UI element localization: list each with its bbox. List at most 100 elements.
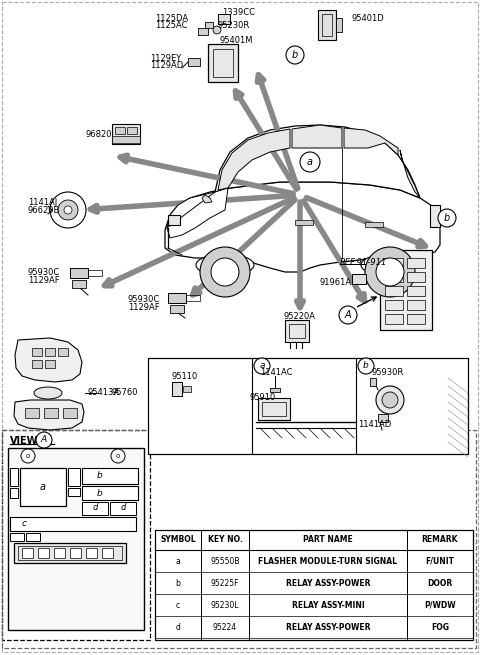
Bar [208,44,238,82]
Text: 95760: 95760 [112,388,139,397]
Bar [54,548,65,558]
Bar [102,548,113,558]
Polygon shape [15,338,82,382]
Bar [70,268,88,278]
Text: 1129AF: 1129AF [28,276,60,285]
Text: REMARK: REMARK [422,536,458,544]
Circle shape [211,258,239,286]
Bar [385,258,403,268]
Bar [295,220,313,225]
Polygon shape [215,125,420,198]
Text: P/WDW: P/WDW [424,601,456,610]
Bar [112,136,140,143]
Bar [430,205,440,227]
Text: 91961A: 91961A [320,278,352,287]
Bar [45,348,55,356]
Bar [45,360,55,368]
Bar [385,300,403,310]
Text: c: c [22,519,27,529]
Text: 95110: 95110 [172,372,198,381]
Polygon shape [14,400,84,430]
Bar [183,386,191,392]
Text: c: c [176,601,180,610]
Text: 1141AD: 1141AD [358,420,391,429]
Text: PART NAME: PART NAME [303,536,353,544]
Text: 1125DA: 1125DA [155,14,188,23]
Bar [110,502,136,515]
Text: 95230L: 95230L [211,601,239,610]
Bar [186,295,200,301]
Text: o: o [116,453,120,459]
Circle shape [254,358,270,374]
Bar [32,348,42,356]
Ellipse shape [34,387,62,399]
Text: a: a [40,482,46,492]
Bar [213,49,233,77]
Bar [188,58,200,66]
Text: 95224: 95224 [213,622,237,631]
Text: b: b [176,578,180,588]
Bar [168,215,180,225]
Bar [86,548,97,558]
Text: 95930C: 95930C [128,295,160,304]
Bar [365,222,383,227]
Text: 95230R: 95230R [218,21,250,30]
Bar [32,360,42,368]
Bar [70,548,81,558]
Text: FLASHER MODULE-TURN SIGNAL: FLASHER MODULE-TURN SIGNAL [259,557,397,565]
Circle shape [438,209,456,227]
Text: 96820: 96820 [85,130,111,139]
Circle shape [365,247,415,297]
Ellipse shape [196,254,254,276]
Text: 95910: 95910 [250,393,276,402]
Bar [10,533,24,541]
Bar [407,300,425,310]
Bar [115,127,125,134]
Bar [407,272,425,282]
Circle shape [376,258,404,286]
Circle shape [213,26,221,34]
Circle shape [111,449,125,463]
Bar [407,286,425,296]
Bar [10,517,136,531]
Bar [112,124,140,144]
Text: 1129AF: 1129AF [128,303,160,312]
Circle shape [376,386,404,414]
Bar [14,543,126,563]
Text: 96620B: 96620B [28,206,60,215]
Circle shape [50,192,86,228]
Bar [68,488,80,496]
Text: 1125AC: 1125AC [155,21,188,30]
Bar [38,548,49,558]
Polygon shape [167,188,228,238]
Text: 1129AD: 1129AD [150,61,183,70]
Text: a: a [259,362,265,371]
Bar [63,408,77,418]
Text: 1339CC: 1339CC [222,8,255,17]
Bar [322,14,332,36]
Text: a: a [176,557,180,565]
Text: d: d [120,504,126,512]
Text: DOOR: DOOR [427,578,453,588]
Text: 1141AC: 1141AC [260,368,292,377]
Circle shape [36,432,52,448]
Polygon shape [292,125,342,148]
Text: RELAY ASSY-MINI: RELAY ASSY-MINI [292,601,364,610]
Bar [10,488,18,498]
Polygon shape [400,150,420,198]
Polygon shape [344,128,398,155]
Bar [82,502,108,515]
Bar [148,358,468,454]
Text: 1141AJ: 1141AJ [28,198,57,207]
Bar [18,546,122,560]
Text: d: d [92,504,98,512]
Text: 95220A: 95220A [283,312,315,321]
Bar [68,468,80,486]
Ellipse shape [361,254,419,276]
Polygon shape [218,129,290,190]
Bar [407,258,425,268]
Bar [168,293,186,303]
Text: 95930C: 95930C [28,268,60,277]
Bar [26,533,40,541]
Text: 95401M: 95401M [220,36,253,45]
